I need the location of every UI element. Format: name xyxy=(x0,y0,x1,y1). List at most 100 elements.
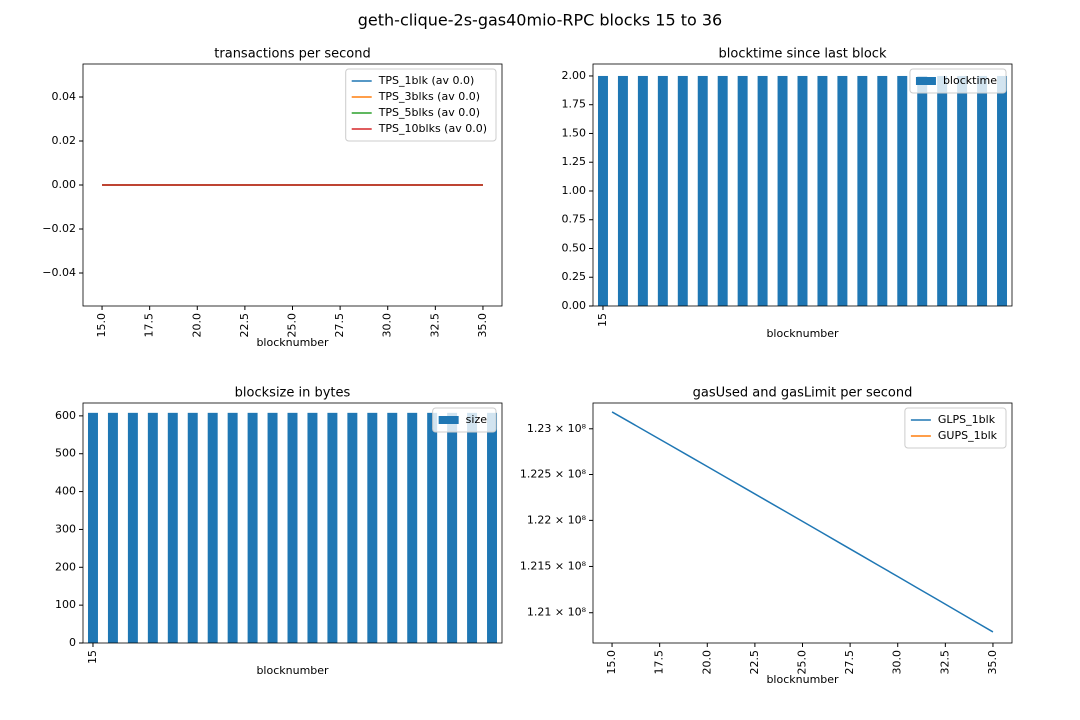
y-tick-label: 0.04 xyxy=(52,90,77,103)
x-tick-label: 32.5 xyxy=(938,650,951,675)
subplot: transactions per second −0.04 −0.02 0.00 0.0… xyxy=(42,47,503,349)
x-axis-label: blocknumber xyxy=(256,664,329,677)
x-tick-label: 25.0 xyxy=(286,313,299,338)
y-tick-label: 2.00 xyxy=(562,69,587,82)
x-tick-label: 20.0 xyxy=(190,313,203,338)
bar xyxy=(167,412,178,643)
x-tick-label: 35.0 xyxy=(476,313,489,338)
x-tick-label: 15.0 xyxy=(95,313,108,338)
x-tick-label: 22.5 xyxy=(748,650,761,675)
legend-swatch xyxy=(915,77,936,85)
bar xyxy=(597,75,608,306)
bar xyxy=(387,412,398,643)
legend-label: TPS_3blks (av 0.0) xyxy=(378,90,480,103)
x-axis-label: blocknumber xyxy=(766,673,839,686)
x-tick-label: 27.5 xyxy=(843,650,856,675)
y-tick-label: 0.00 xyxy=(562,299,587,312)
bar xyxy=(977,75,988,306)
y-tick-label: 0.00 xyxy=(52,178,77,191)
bar xyxy=(957,75,968,306)
y-tick-label: 1.21 × 10⁸ xyxy=(527,606,587,619)
y-tick-label: 1.25 xyxy=(562,155,587,168)
y-tick-label: 600 xyxy=(55,409,76,422)
bar xyxy=(187,412,198,643)
subplot: gasUsed and gasLimit per second 1.21 × 10… xyxy=(520,386,1013,686)
bar xyxy=(877,75,888,306)
bar xyxy=(997,75,1008,306)
bar xyxy=(697,75,708,306)
axes-frame xyxy=(592,402,1013,644)
series-line xyxy=(611,411,994,633)
bar xyxy=(407,412,418,643)
x-tick-label: 35.0 xyxy=(986,650,999,675)
bar xyxy=(757,75,768,306)
legend-label: GLPS_1blk xyxy=(938,413,996,426)
y-tick-label: −0.02 xyxy=(42,222,76,235)
x-tick-label: 17.5 xyxy=(653,650,666,675)
x-tick-label: 15 xyxy=(596,313,609,327)
bar xyxy=(307,412,318,643)
x-tick-label: 30.0 xyxy=(891,650,904,675)
y-tick-label: 0.02 xyxy=(52,134,77,147)
legend: blocktime xyxy=(909,68,1007,94)
bar xyxy=(107,412,118,643)
bar xyxy=(207,412,218,643)
x-tick-label: 20.0 xyxy=(700,650,713,675)
subplot: blocktime since last block 0.00 0.25 0.50 0.… xyxy=(562,47,1013,340)
bar xyxy=(267,412,278,643)
x-tick-label: 27.5 xyxy=(333,313,346,338)
bar xyxy=(227,412,238,643)
y-tick-label: 1.22 × 10⁸ xyxy=(527,513,587,526)
bar xyxy=(897,75,908,306)
x-tick-label: 15 xyxy=(86,650,99,664)
subplot-title: blocksize in bytes xyxy=(235,386,351,401)
y-tick-label: 400 xyxy=(55,485,76,498)
bar xyxy=(837,75,848,306)
x-axis-label: blocknumber xyxy=(766,327,839,340)
bar xyxy=(917,75,928,306)
bar xyxy=(657,75,668,306)
figure-title: geth-clique-2s-gas40mio-RPC blocks 15 to… xyxy=(358,11,722,30)
axes-frame xyxy=(82,63,503,307)
bar xyxy=(487,412,498,643)
legend-label: size xyxy=(466,413,488,426)
x-tick-label: 32.5 xyxy=(428,313,441,338)
y-tick-label: 1.00 xyxy=(562,184,587,197)
bar xyxy=(637,75,648,306)
y-tick-label: 1.23 × 10⁸ xyxy=(527,422,587,435)
x-tick-label: 15.0 xyxy=(605,650,618,675)
bar xyxy=(247,412,258,643)
bar xyxy=(327,412,338,643)
legend-swatch xyxy=(438,416,459,424)
y-tick-label: 0.25 xyxy=(562,270,587,283)
bar xyxy=(447,412,458,643)
subplot: blocksize in bytes 0 100 200 300 400 500 600 15 b… xyxy=(55,386,503,677)
x-tick-label: 17.5 xyxy=(143,313,156,338)
subplot-title: gasUsed and gasLimit per second xyxy=(693,386,913,401)
axes-frame xyxy=(592,63,1013,307)
y-tick-label: 1.50 xyxy=(562,126,587,139)
y-tick-label: 1.225 × 10⁸ xyxy=(520,467,587,480)
y-tick-label: 1.215 × 10⁸ xyxy=(520,559,587,572)
bar xyxy=(127,412,138,643)
legend-label: TPS_1blk (av 0.0) xyxy=(378,74,475,87)
y-tick-label: −0.04 xyxy=(42,266,76,279)
bar xyxy=(717,75,728,306)
bar xyxy=(287,412,298,643)
bar xyxy=(347,412,358,643)
legend-box xyxy=(904,407,1007,449)
bar xyxy=(797,75,808,306)
legend-label: blocktime xyxy=(943,74,997,87)
bar xyxy=(87,412,98,643)
y-tick-label: 1.75 xyxy=(562,98,587,111)
legend: TPS_1blk (av 0.0) TPS_3blks (av 0.0) TPS_5… xyxy=(345,68,497,142)
bar xyxy=(367,412,378,643)
subplot-title: blocktime since last block xyxy=(719,47,887,62)
legend-label: GUPS_1blk xyxy=(938,429,998,442)
bar xyxy=(427,412,438,643)
x-tick-label: 25.0 xyxy=(796,650,809,675)
legend-box xyxy=(345,68,497,142)
bar xyxy=(467,412,478,643)
y-tick-label: 200 xyxy=(55,560,76,573)
